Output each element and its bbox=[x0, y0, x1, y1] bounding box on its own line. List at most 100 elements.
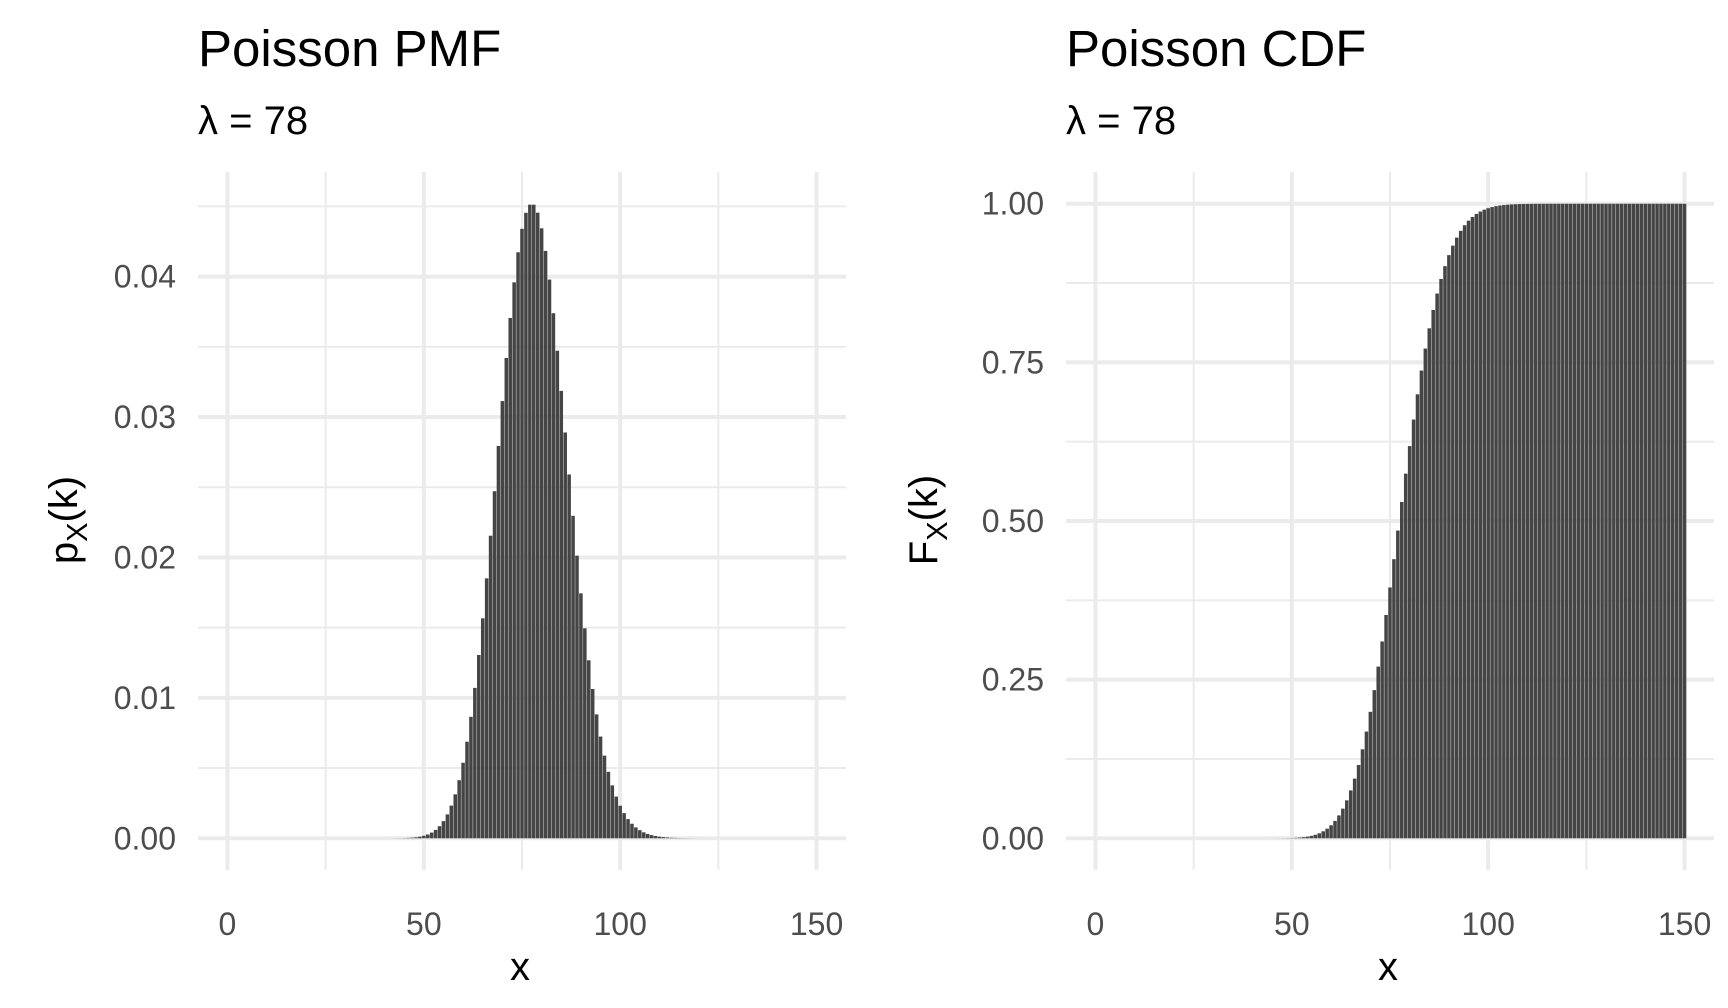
pmf-bar bbox=[610, 785, 615, 839]
cdf-panel: Poisson CDF λ = 78 0.000.250.500.751.000… bbox=[902, 20, 1714, 989]
cdf-bar bbox=[1400, 501, 1404, 839]
pmf-bar bbox=[634, 827, 638, 839]
cdf-bar bbox=[1423, 348, 1428, 839]
pmf-bar bbox=[653, 836, 658, 839]
pmf-bar bbox=[508, 317, 512, 839]
pmf-bar bbox=[559, 390, 564, 839]
cdf-bar bbox=[1639, 203, 1644, 839]
pmf-y-tick-label: 0.01 bbox=[114, 680, 176, 716]
cdf-bar bbox=[1360, 749, 1365, 839]
cdf-bar bbox=[1376, 666, 1380, 839]
cdf-bar bbox=[1392, 559, 1396, 839]
cdf-bar bbox=[1576, 203, 1581, 839]
pmf-bar bbox=[555, 350, 560, 839]
pmf-y-tick-label: 0.02 bbox=[114, 539, 176, 575]
cdf-y-axis-main: F bbox=[902, 541, 946, 565]
cdf-bar bbox=[1325, 828, 1329, 839]
cdf-bar bbox=[1396, 530, 1400, 839]
cdf-bar bbox=[1486, 208, 1490, 839]
cdf-bar bbox=[1557, 203, 1561, 839]
cdf-bar bbox=[1537, 203, 1542, 839]
cdf-bar bbox=[1462, 225, 1467, 839]
cdf-bar bbox=[1380, 641, 1384, 839]
pmf-y-axis-subscript: X bbox=[62, 523, 94, 542]
cdf-y-tick-label: 0.75 bbox=[982, 344, 1044, 380]
pmf-bar bbox=[457, 780, 461, 839]
pmf-bar bbox=[453, 794, 458, 839]
cdf-bar bbox=[1451, 245, 1455, 839]
cdf-bar bbox=[1301, 837, 1306, 839]
cdf-bar bbox=[1407, 446, 1412, 839]
cdf-bar bbox=[1553, 203, 1557, 839]
cdf-x-tick-label: 100 bbox=[1461, 906, 1514, 942]
cdf-bar bbox=[1623, 203, 1628, 839]
cdf-bar bbox=[1647, 203, 1651, 839]
pmf-bar bbox=[425, 834, 430, 839]
cdf-bar bbox=[1498, 205, 1502, 839]
pmf-bar bbox=[614, 796, 619, 839]
cdf-y-tick-label: 1.00 bbox=[982, 186, 1044, 222]
cdf-bar bbox=[1561, 203, 1565, 839]
pmf-subtitle: λ = 78 bbox=[198, 99, 308, 143]
pmf-bar bbox=[598, 736, 603, 839]
pmf-y-tick-label: 0.03 bbox=[114, 399, 176, 435]
pmf-bar bbox=[461, 762, 465, 839]
pmf-bar bbox=[641, 832, 646, 839]
pmf-bar bbox=[626, 819, 630, 839]
cdf-bar bbox=[1667, 203, 1671, 839]
cdf-bar bbox=[1356, 764, 1361, 839]
pmf-bar bbox=[575, 555, 579, 839]
cdf-bar bbox=[1549, 203, 1553, 839]
pmf-bar bbox=[622, 813, 626, 839]
cdf-bar bbox=[1435, 293, 1439, 839]
pmf-bar bbox=[539, 228, 544, 839]
cdf-plot-area: 0.00 0.25 0.50 0.75 1.00 0 50 100 150 bbox=[982, 172, 1714, 942]
cdf-bar bbox=[1643, 203, 1648, 839]
pmf-x-tick-label: 50 bbox=[406, 906, 442, 942]
cdf-bar bbox=[1415, 394, 1420, 839]
cdf-x-axis-title: x bbox=[1378, 945, 1398, 989]
pmf-bar bbox=[500, 401, 505, 839]
cdf-bar bbox=[1580, 203, 1585, 839]
cdf-bar bbox=[1670, 203, 1675, 839]
pmf-bar bbox=[422, 835, 426, 839]
cdf-bar bbox=[1541, 203, 1545, 839]
cdf-bar bbox=[1317, 833, 1322, 839]
pmf-bar bbox=[516, 252, 520, 839]
cdf-bar bbox=[1454, 237, 1459, 839]
cdf-bar bbox=[1411, 419, 1416, 839]
cdf-bar bbox=[1592, 203, 1596, 839]
cdf-bar bbox=[1372, 690, 1377, 839]
cdf-bar bbox=[1458, 230, 1463, 839]
cdf-bar bbox=[1474, 213, 1479, 839]
pmf-x-tick-label: 0 bbox=[219, 906, 237, 942]
cdf-y-axis-tail: (k) bbox=[902, 475, 946, 522]
cdf-bar bbox=[1443, 266, 1447, 839]
pmf-bar bbox=[437, 826, 442, 839]
cdf-bar bbox=[1584, 203, 1589, 839]
cdf-bar bbox=[1631, 203, 1636, 839]
pmf-bar bbox=[418, 836, 422, 839]
cdf-bar bbox=[1337, 815, 1341, 839]
cdf-bar bbox=[1588, 203, 1593, 839]
cdf-bar bbox=[1329, 825, 1333, 839]
cdf-bar bbox=[1478, 211, 1483, 839]
pmf-bar bbox=[410, 837, 414, 839]
cdf-bar bbox=[1635, 203, 1640, 839]
lambda-symbol: λ bbox=[1066, 99, 1086, 143]
pmf-bar bbox=[480, 618, 485, 839]
cdf-bar bbox=[1447, 255, 1451, 839]
cdf-bar bbox=[1348, 790, 1353, 839]
pmf-bar bbox=[645, 833, 650, 839]
pmf-bar bbox=[535, 212, 540, 839]
cdf-bar bbox=[1564, 203, 1569, 839]
cdf-bar bbox=[1419, 370, 1424, 839]
cdf-bar bbox=[1572, 203, 1577, 839]
pmf-bar bbox=[465, 741, 469, 839]
pmf-bar bbox=[618, 805, 622, 839]
cdf-bar bbox=[1439, 278, 1443, 839]
pmf-bar bbox=[630, 823, 634, 839]
pmf-bar bbox=[473, 687, 477, 839]
cdf-bar bbox=[1321, 831, 1326, 839]
pmf-bar bbox=[445, 814, 450, 839]
